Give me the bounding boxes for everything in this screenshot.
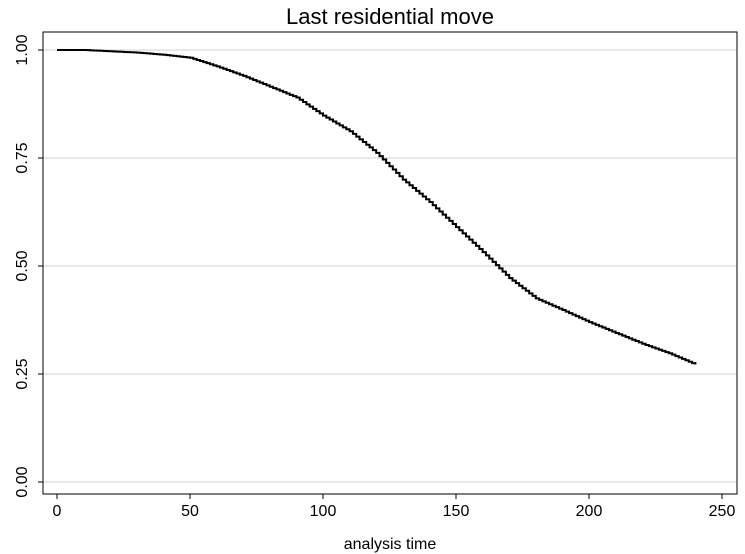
x-tick-label-1: 50	[181, 503, 199, 520]
chart-title: Last residential move	[286, 4, 494, 29]
grid-layer	[43, 49, 737, 483]
x-tick-label-0: 0	[53, 503, 62, 520]
axis-layer: 0.00 0.25 0.50 0.75 1.00 0 50 100 150 200 250	[14, 34, 735, 520]
y-tick-label-2: 0.50	[14, 250, 31, 281]
y-tick-label-0: 0.00	[14, 466, 31, 497]
x-tick-label-3: 150	[443, 503, 470, 520]
series-layer	[57, 49, 697, 365]
series-line-0	[57, 49, 697, 365]
y-tick-label-4: 1.00	[14, 34, 31, 65]
plot-frame	[42, 31, 738, 495]
x-tick-label-4: 200	[576, 503, 603, 520]
x-axis-title: analysis time	[344, 536, 437, 553]
y-tick-label-1: 0.25	[14, 358, 31, 389]
x-tick-label-2: 100	[310, 503, 337, 520]
y-tick-label-3: 0.75	[14, 142, 31, 173]
x-tick-label-5: 250	[709, 503, 736, 520]
